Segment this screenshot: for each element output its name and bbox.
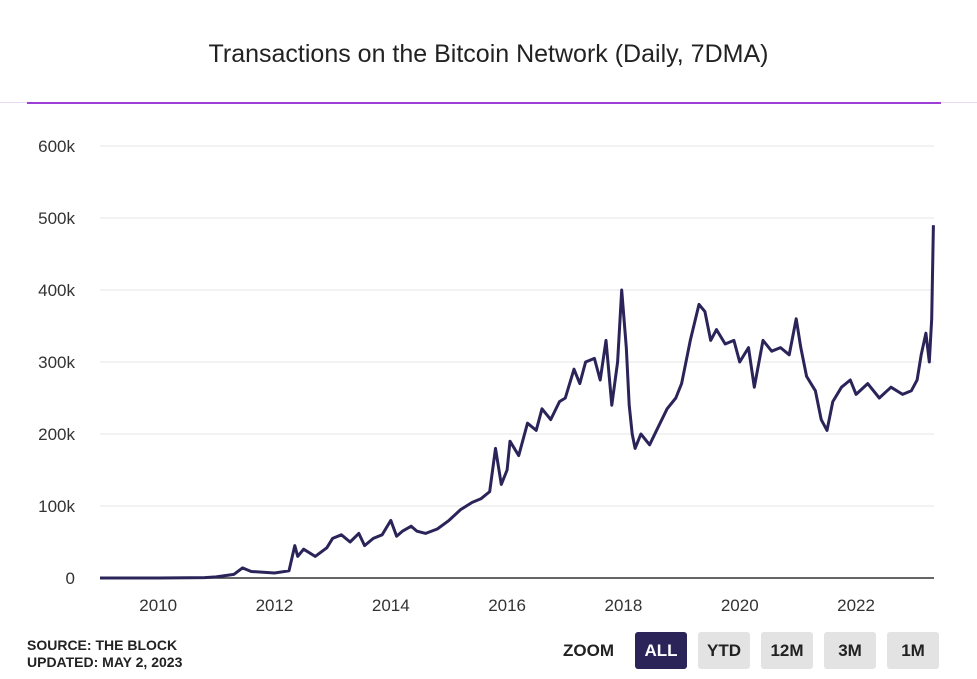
series-group [100, 225, 935, 580]
y-tick-label: 0 [66, 569, 75, 588]
x-tick-label: 2018 [605, 596, 643, 615]
updated-line: UPDATED: MAY 2, 2023 [27, 654, 183, 670]
source-note: SOURCE: THE BLOCK UPDATED: MAY 2, 2023 [27, 637, 182, 671]
source-line: SOURCE: THE BLOCK [27, 637, 178, 653]
x-tick-label: 2022 [837, 596, 875, 615]
zoom-label: ZOOM [563, 640, 614, 660]
x-tick-label: 2020 [721, 596, 759, 615]
x-tick-label: 2016 [488, 596, 526, 615]
zoom-controls: ZOOM ALL YTD 12M 3M 1M [563, 632, 939, 669]
y-tick-label: 200k [38, 425, 75, 444]
x-axis-ticks: 2010 2012 2014 2016 2018 2020 2022 [139, 596, 875, 615]
y-tick-label: 300k [38, 353, 75, 372]
title-accent-rule [27, 102, 941, 104]
x-tick-label: 2012 [256, 596, 294, 615]
y-tick-label: 100k [38, 497, 75, 516]
grid-lines [100, 145, 934, 579]
chart-title: Transactions on the Bitcoin Network (Dai… [208, 40, 769, 68]
x-tick-label: 2014 [372, 596, 410, 615]
y-axis-ticks: 0 100k 200k 300k 400k 500k 600k [38, 137, 75, 588]
x-tick-label: 2010 [139, 596, 177, 615]
y-tick-label: 500k [38, 209, 75, 228]
zoom-1m-button[interactable]: 1M [887, 632, 939, 669]
zoom-all-button[interactable]: ALL [635, 632, 687, 669]
zoom-3m-button[interactable]: 3M [824, 632, 876, 669]
y-tick-label: 600k [38, 137, 75, 156]
y-tick-label: 400k [38, 281, 75, 300]
series-line [100, 225, 935, 580]
zoom-ytd-button[interactable]: YTD [698, 632, 750, 669]
zoom-12m-button[interactable]: 12M [761, 632, 813, 669]
